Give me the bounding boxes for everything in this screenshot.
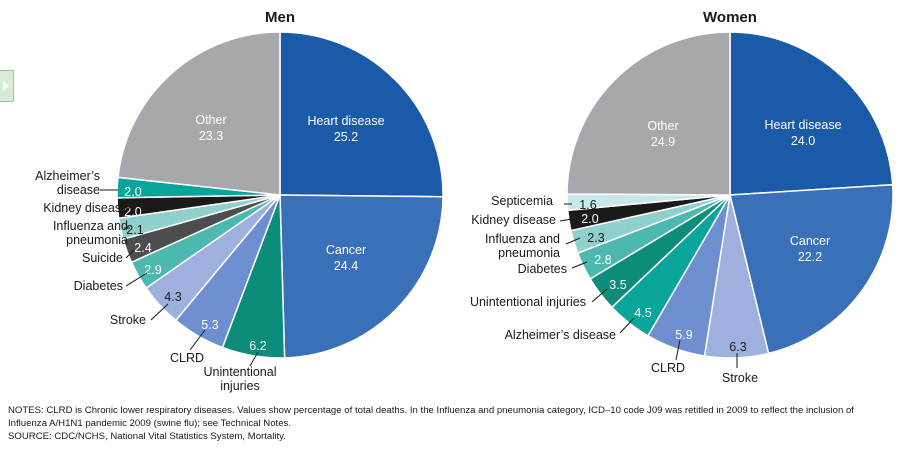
men-label-alzheimers-disease: Alzheimer’s disease <box>35 169 100 197</box>
women-value-septicemia: 1.6 <box>579 198 596 212</box>
women-value-kidney-disease: 2.0 <box>581 212 598 226</box>
women-label-heart-disease: Heart disease <box>764 118 841 132</box>
men-pie: Men Heart disease 25.2 Cancer 24.4 6.2 Uninten… <box>35 9 444 393</box>
women-value-diabetes: 2.8 <box>594 253 611 267</box>
women-value-clrd: 5.9 <box>675 328 692 342</box>
men-value-stroke: 4.3 <box>164 290 181 304</box>
men-label-suicide: Suicide <box>82 251 123 265</box>
women-label-kidney-disease: Kidney disease <box>471 213 556 227</box>
men-label-unintentional-injuries: Unintentional injuries <box>204 365 277 393</box>
women-value-alzheimers-disease: 4.5 <box>634 306 651 320</box>
men-label-diabetes: Diabetes <box>74 279 123 293</box>
women-leader-influenza-and-pneumonia <box>565 237 581 245</box>
men-value-cancer: 24.4 <box>334 259 358 273</box>
women-label-clrd: CLRD <box>651 361 685 375</box>
men-value-alzheimers-disease: 2.0 <box>124 185 141 199</box>
chevron-right-icon <box>3 81 9 91</box>
women-value-influenza-and-pneumonia: 2.3 <box>587 231 604 245</box>
men-label-clrd: CLRD <box>170 351 204 365</box>
women-leader-kidney-disease <box>559 218 573 222</box>
women-label-stroke: Stroke <box>722 371 758 385</box>
women-slice-heart-disease <box>729 31 894 196</box>
men-leader-stroke <box>150 303 169 321</box>
women-label-influenza-and-pneumonia: Influenza and pneumonia <box>485 232 560 260</box>
women-slice-cancer <box>729 183 894 355</box>
women-leader-clrd <box>675 339 681 361</box>
men-leader-unintentional-injuries <box>249 351 259 367</box>
men-label-kidney-disease: Kidney disease <box>43 201 128 215</box>
women-label-diabetes: Diabetes <box>518 262 567 276</box>
men-value-unintentional-injuries: 6.2 <box>249 339 266 353</box>
men-value-influenza-and-pneumonia: 2.1 <box>126 223 143 237</box>
women-leader-alzheimers-disease <box>619 317 635 334</box>
men-label-other: Other <box>195 113 226 127</box>
women-leader-unintentional-injuries <box>591 288 608 303</box>
women-value-stroke: 6.3 <box>729 340 746 354</box>
women-label-other: Other <box>647 119 678 133</box>
side-panel-tab[interactable] <box>0 70 14 102</box>
men-leader-suicide <box>125 249 135 259</box>
men-leader-diabetes <box>125 272 148 287</box>
men-value-diabetes: 2.9 <box>144 263 161 277</box>
women-pie: Women Heart disease 24.0 Cancer 22.2 6.3 Strok… <box>470 9 894 385</box>
women-label-alzheimers-disease: Alzheimer’s disease <box>505 328 616 342</box>
women-label-cancer: Cancer <box>790 234 830 248</box>
women-value-unintentional-injuries: 3.5 <box>609 278 626 292</box>
men-label-influenza-and-pneumonia: Influenza and pneumonia <box>53 219 128 247</box>
men-slice-other <box>117 31 281 196</box>
notes-text: NOTES: CLRD is Chronic lower respiratory… <box>8 405 854 429</box>
men-label-cancer: Cancer <box>326 243 366 257</box>
men-pie-title: Men <box>265 9 295 26</box>
source-text: SOURCE: CDC/NCHS, National Vital Statist… <box>8 431 286 442</box>
women-value-heart-disease: 24.0 <box>791 134 815 148</box>
women-slice-other <box>566 31 731 196</box>
pie-charts: Men Heart disease 25.2 Cancer 24.4 6.2 Uninten… <box>35 9 894 393</box>
men-leader-clrd <box>189 329 206 351</box>
women-leader-diabetes <box>571 261 588 269</box>
men-slice-cancer <box>279 194 444 359</box>
men-value-suicide: 2.4 <box>134 241 151 255</box>
women-label-septicemia: Septicemia <box>491 194 553 208</box>
men-slice-heart-disease <box>279 31 444 198</box>
women-label-unintentional-injuries: Unintentional injuries <box>470 295 586 309</box>
men-value-other: 23.3 <box>199 129 223 143</box>
women-value-other: 24.9 <box>651 135 675 149</box>
women-value-cancer: 22.2 <box>798 250 822 264</box>
men-label-heart-disease: Heart disease <box>307 114 384 128</box>
men-value-clrd: 5.3 <box>201 318 218 332</box>
women-pie-title: Women <box>703 9 757 26</box>
figure-notes: NOTES: CLRD is Chronic lower respiratory… <box>8 404 892 443</box>
men-value-heart-disease: 25.2 <box>334 130 358 144</box>
men-label-stroke: Stroke <box>110 313 146 327</box>
